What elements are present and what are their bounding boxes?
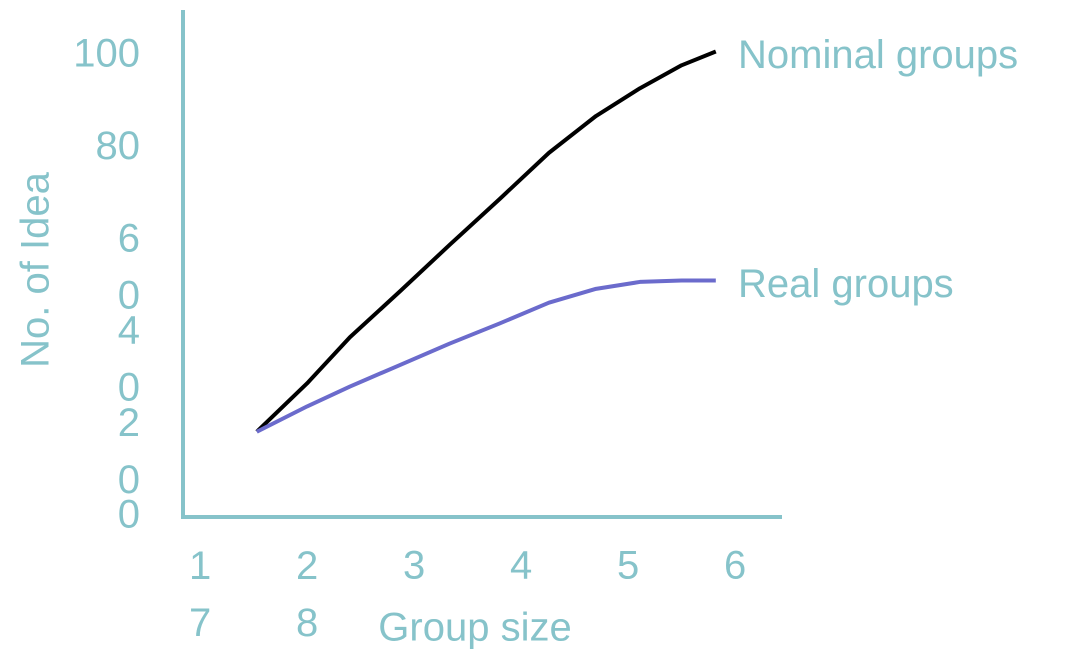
x-tick-label: 6	[724, 544, 746, 588]
legend-label: Real groups	[738, 262, 954, 306]
y-tick-label: 80	[96, 124, 141, 168]
series-line	[255, 49, 717, 434]
x-tick-label: 3	[403, 544, 425, 588]
y-axis-title: No. of Idea	[14, 171, 58, 367]
series-line	[255, 278, 716, 434]
y-tick-label: 100	[73, 32, 140, 76]
legend-label: Nominal groups	[738, 33, 1018, 77]
x-tick-label: 5	[617, 544, 639, 588]
x-tick-label: 4	[510, 544, 532, 588]
x-axis-title: Group size	[378, 606, 571, 650]
y-tick-label: 0	[118, 493, 140, 537]
